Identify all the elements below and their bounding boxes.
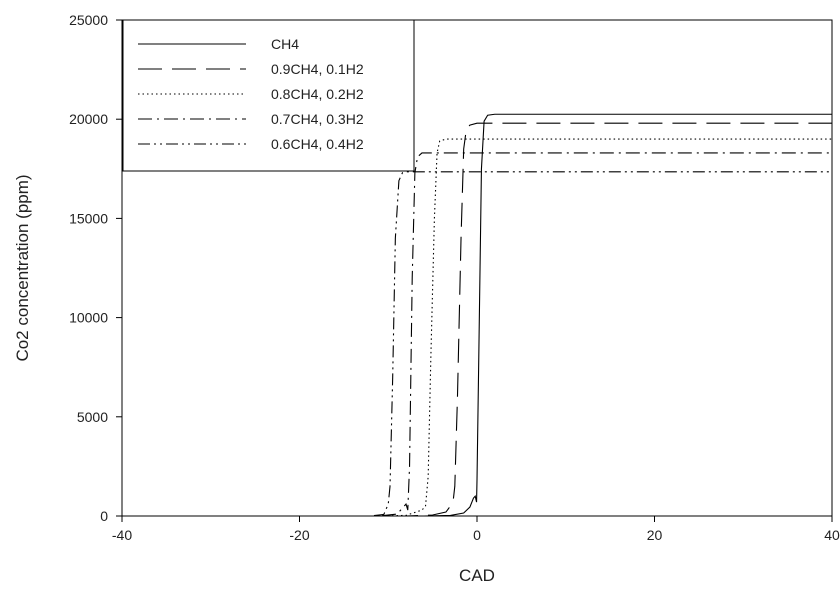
legend-label-2: 0.9CH4, 0.1H2 [271, 61, 364, 77]
y-axis-label: Co2 concentration (ppm) [13, 174, 32, 361]
legend: CH4 0.9CH4, 0.1H2 0.8CH4, 0.2H2 0.7CH4, 0.3… [122, 19, 415, 172]
y-tick-label: 10000 [69, 310, 108, 326]
legend-label-3: 0.8CH4, 0.2H2 [271, 86, 364, 102]
y-axis-ticks: 0 5000 10000 15000 20000 25000 [69, 12, 122, 524]
series-layer [122, 113, 832, 517]
y-tick-label: 0 [100, 508, 108, 524]
x-axis-label: CAD [459, 566, 495, 585]
x-tick-label: 20 [647, 527, 663, 543]
y-tick-label: 15000 [69, 210, 108, 226]
series-line-2 [122, 122, 832, 517]
y-tick-label: 25000 [69, 12, 108, 28]
legend-label-4: 0.7CH4, 0.3H2 [271, 111, 364, 127]
legend-label-1: CH4 [271, 36, 299, 52]
series-line-1 [122, 113, 832, 517]
x-tick-label: 0 [473, 527, 481, 543]
x-tick-label: -40 [112, 527, 132, 543]
x-tick-label: 40 [824, 527, 840, 543]
legend-label-5: 0.6CH4, 0.4H2 [271, 136, 364, 152]
x-tick-label: -20 [289, 527, 309, 543]
y-tick-label: 5000 [77, 409, 108, 425]
legend-box [122, 19, 415, 172]
x-axis-ticks: -40 -20 0 20 40 [112, 516, 840, 543]
series-line-3 [122, 138, 832, 517]
series-line-5 [122, 171, 832, 517]
y-tick-label: 20000 [69, 111, 108, 127]
series-line-4 [122, 152, 832, 517]
